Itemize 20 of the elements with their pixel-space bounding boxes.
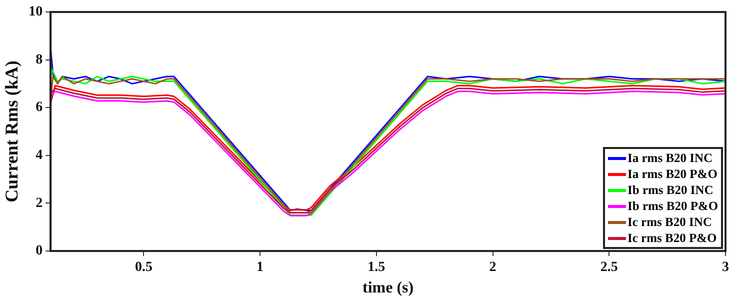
x-tick-label: 1.5	[368, 260, 386, 276]
y-tick-label: 0	[36, 244, 43, 259]
legend-label: Ia rms B20 INC	[626, 150, 714, 166]
x-tick-label: 0.5	[134, 260, 152, 276]
x-tick-label: 3	[722, 260, 729, 276]
legend-label: Ia rms B20 P&O	[626, 166, 718, 182]
y-tick-label: 6	[36, 100, 43, 116]
legend-label: Ib rms B20 INC	[626, 182, 714, 198]
y-tick-label: 2	[36, 196, 43, 211]
legend-label: Ic rms B20 P&O	[626, 230, 718, 246]
x-tick-label: 2.5	[600, 260, 618, 276]
legend-label: Ic rms B20 INC	[626, 214, 713, 230]
x-axis-title: time (s)	[362, 280, 414, 297]
x-tick-label: 1	[256, 260, 264, 276]
legend-label: Ib rms B20 P&O	[626, 198, 718, 214]
y-tick-label: 10	[28, 4, 43, 20]
x-tick-label: 2	[489, 260, 496, 276]
y-tick-label: 8	[36, 52, 43, 68]
y-tick-label: 4	[36, 148, 43, 164]
y-axis-title: Current Rms (kA)	[1, 60, 22, 202]
